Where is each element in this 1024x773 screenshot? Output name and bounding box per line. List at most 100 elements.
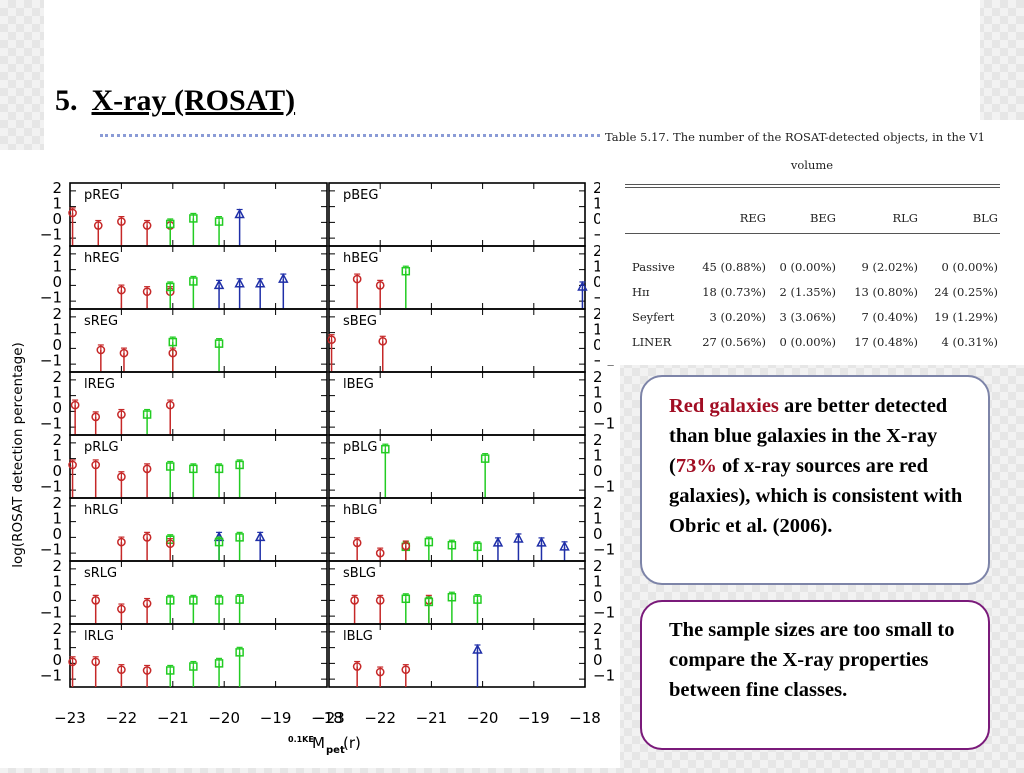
y-tick-label: 2 <box>52 179 62 197</box>
x-axis-label-superscript: 0.1KE <box>288 735 314 744</box>
point-circle-red <box>168 348 178 358</box>
point-square-green <box>189 662 198 671</box>
table-cell: LINER <box>632 334 672 349</box>
detection-plot-grid: pREG pBEG hREG hBEG sREG sBEG lREG lBEG pRLG pBLG… <box>10 179 615 756</box>
y-tick-label: 0 <box>52 525 62 543</box>
point-square-green <box>214 537 224 547</box>
y-tick-label: −1 <box>40 604 62 622</box>
point-circle-red <box>91 412 101 422</box>
point-circle-red <box>375 281 385 290</box>
point-square-green <box>235 648 244 657</box>
point-circle-red <box>68 460 77 470</box>
point-triangle-blue <box>278 272 289 283</box>
x-tick-label: −19 <box>260 709 292 727</box>
y-tick-label: 1 <box>593 195 603 213</box>
point-square-green <box>424 537 434 547</box>
x-tick-label: −23 <box>54 709 86 727</box>
point-square-green <box>480 454 490 463</box>
point-square-green <box>165 666 175 675</box>
point-circle-red <box>117 472 126 482</box>
x-axis-label-main: M <box>312 734 325 752</box>
point-circle-red <box>401 541 411 551</box>
table-caption: Table 5.17. The number of the ROSAT-dete… <box>605 130 985 144</box>
point-circle-red <box>117 537 126 547</box>
table-header-cell: RLG <box>892 211 918 225</box>
table-cell: 0 (0.00%) <box>779 259 836 274</box>
x-tick-label: −22 <box>364 709 396 727</box>
y-tick-label: 0 <box>52 273 62 291</box>
y-tick-label: 1 <box>52 510 62 528</box>
point-circle-red <box>117 665 126 675</box>
y-tick-label: 1 <box>593 636 603 654</box>
point-square-green <box>165 282 175 292</box>
rosat-table-panel: Table 5.17. The number of the ROSAT-dete… <box>600 120 1024 365</box>
point-circle-red <box>142 533 152 542</box>
point-circle-red <box>142 464 152 474</box>
point-square-green <box>235 595 244 604</box>
point-circle-red <box>70 400 80 410</box>
x-axis-label-subscript: pet <box>326 745 345 756</box>
y-tick-label: 2 <box>593 620 603 638</box>
panel-label: pBEG <box>343 188 378 203</box>
panel-label: sBEG <box>343 314 377 329</box>
point-triangle-blue <box>254 531 266 542</box>
panel-label: hBLG <box>343 503 377 518</box>
panel-label: hREG <box>84 251 120 266</box>
y-tick-label: −1 <box>593 478 615 496</box>
point-square-green <box>189 464 198 474</box>
y-tick-label: −1 <box>40 226 62 244</box>
panel-label: sREG <box>84 314 118 329</box>
y-tick-label: 2 <box>52 368 62 386</box>
point-triangle-blue <box>234 277 245 288</box>
point-square-green <box>189 214 198 223</box>
point-triangle-blue <box>559 540 570 551</box>
point-circle-red <box>93 221 103 230</box>
y-tick-label: 2 <box>52 305 62 323</box>
y-tick-label: 2 <box>52 242 62 260</box>
point-circle-red <box>165 539 175 549</box>
y-tick-label: −1 <box>40 541 62 559</box>
table-cell: 0 (0.00%) <box>779 334 836 349</box>
x-tick-label: −18 <box>311 709 343 727</box>
y-tick-label: 2 <box>593 494 603 512</box>
table-cell: 7 (0.40%) <box>861 309 918 324</box>
y-tick-label: 0 <box>52 588 62 606</box>
point-square-green <box>214 659 224 668</box>
y-tick-label: −1 <box>593 667 615 685</box>
y-tick-label: 2 <box>52 620 62 638</box>
point-square-green <box>424 597 434 607</box>
x-tick-label: −23 <box>313 709 345 727</box>
point-circle-red <box>91 657 101 667</box>
x-tick-label: −22 <box>106 709 138 727</box>
y-tick-label: 1 <box>593 510 603 528</box>
panel-label: sBLG <box>343 566 376 581</box>
y-tick-label: 2 <box>593 242 603 260</box>
y-tick-label: 0 <box>593 462 603 480</box>
y-tick-label: −1 <box>593 541 615 559</box>
table-row: Passive 45 (0.88%) 0 (0.00%) 9 (2.02%) 0… <box>628 254 1002 279</box>
table-caption-cont: volume <box>790 158 834 172</box>
table-cell: 27 (0.56%) <box>702 334 766 349</box>
x-tick-label: −20 <box>467 709 499 727</box>
table-cell: Hɪɪ <box>632 284 650 299</box>
slide-number: 5. <box>55 84 78 117</box>
table-header-row: REG BEG RLG BLG <box>628 206 1002 230</box>
point-triangle-blue <box>536 536 547 547</box>
y-tick-label: 2 <box>593 179 603 197</box>
y-tick-label: 1 <box>593 447 603 465</box>
panel-label: hRLG <box>84 503 119 518</box>
panel-label: lBLG <box>343 629 373 644</box>
x-tick-label: −19 <box>518 709 550 727</box>
point-circle-red <box>142 287 152 297</box>
point-circle-red <box>68 208 77 218</box>
y-tick-label: 0 <box>593 273 603 291</box>
point-circle-red <box>352 662 362 671</box>
point-circle-red <box>117 217 126 226</box>
y-tick-label: 1 <box>52 447 62 465</box>
sample-size-callout: The sample sizes are too small to compar… <box>640 600 990 750</box>
point-square-green <box>214 464 224 474</box>
point-square-green <box>165 596 175 605</box>
panel-frame <box>69 623 328 688</box>
y-tick-label: 0 <box>52 210 62 228</box>
table-cell: 13 (0.80%) <box>854 284 918 299</box>
